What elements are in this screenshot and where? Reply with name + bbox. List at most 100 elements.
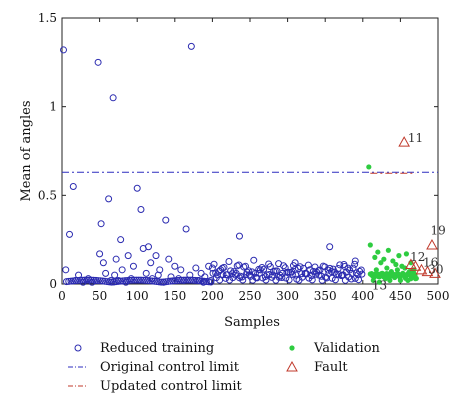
training-point [96, 277, 104, 285]
training-point [255, 269, 263, 277]
training-point [336, 261, 344, 269]
training-point [260, 265, 268, 273]
training-point [101, 277, 109, 285]
fault-point [415, 263, 428, 275]
training-point [262, 276, 270, 284]
validation-point [413, 275, 419, 282]
plot-area [61, 17, 439, 285]
training-point [276, 271, 284, 279]
training-point [146, 277, 154, 285]
validation-point [367, 242, 373, 248]
training-point [173, 277, 181, 285]
training-point [349, 264, 357, 272]
y-axis-title: Mean of angles [19, 101, 34, 202]
training-point [346, 266, 354, 274]
annotation-label: 13 [372, 278, 387, 292]
training-point [225, 258, 233, 266]
legend-marker-validation [289, 345, 295, 351]
legend-label: Updated control limit [100, 379, 243, 394]
training-point [111, 271, 119, 279]
training-point [296, 263, 304, 271]
training-point [142, 269, 150, 277]
training-point [90, 276, 98, 284]
training-point [324, 266, 332, 274]
training-point [147, 259, 155, 267]
training-point [281, 264, 289, 272]
training-point [328, 274, 336, 282]
training-point [139, 276, 147, 284]
training-point [205, 278, 213, 286]
training-point [228, 270, 236, 278]
legend-label: Reduced training [100, 341, 214, 356]
training-point [358, 270, 366, 278]
validation-point [375, 249, 381, 255]
training-point [180, 276, 188, 284]
training-point [123, 276, 131, 284]
training-point [141, 276, 149, 284]
training-point [278, 274, 286, 282]
validation-point [384, 265, 390, 271]
training-point [129, 262, 137, 270]
training-point [121, 277, 129, 285]
training-point [187, 42, 195, 50]
training-point [308, 276, 316, 284]
x-tick-label: 0 [58, 289, 66, 303]
training-point [169, 277, 177, 285]
x-tick-label: 300 [276, 289, 299, 303]
annotation-label: 16 [423, 255, 438, 269]
training-point [157, 278, 165, 286]
training-point [354, 271, 362, 279]
legend: Reduced training Original control limit Up… [68, 341, 381, 394]
annotation-label: 11 [408, 131, 423, 145]
training-point [308, 272, 316, 280]
training-point [65, 277, 73, 285]
training-point [171, 277, 179, 285]
training-point [92, 276, 100, 284]
training-point [105, 278, 113, 286]
legend-marker-fault [286, 360, 298, 372]
training-point [261, 273, 269, 281]
x-tick-label: 450 [389, 289, 412, 303]
training-point [78, 276, 86, 284]
training-point [156, 266, 164, 274]
training-point [87, 276, 95, 284]
training-point [130, 276, 138, 284]
validation-point [372, 254, 378, 260]
training-point [72, 277, 80, 285]
training-point [132, 276, 140, 284]
training-point [102, 269, 110, 277]
training-point [186, 271, 194, 279]
training-point [74, 276, 82, 284]
validation-point [385, 247, 391, 253]
validation-point [394, 267, 400, 273]
training-point [135, 276, 143, 284]
training-point [171, 262, 179, 270]
validation-point [373, 267, 379, 273]
validation-point [376, 279, 382, 285]
training-point [210, 260, 218, 268]
legend-label: Validation [313, 341, 381, 356]
validation-point [378, 260, 384, 266]
training-point [184, 276, 192, 284]
training-point [60, 46, 68, 54]
training-point [351, 260, 359, 268]
x-tick-label: 150 [163, 289, 186, 303]
training-point [152, 252, 160, 260]
training-point [126, 276, 134, 284]
training-point [166, 277, 174, 285]
y-tick-label: 0.5 [38, 188, 57, 202]
training-point [196, 277, 204, 285]
training-point [258, 263, 266, 271]
training-point [85, 276, 93, 284]
training-point [291, 259, 299, 267]
training-point [209, 269, 217, 277]
training-point [69, 277, 77, 285]
training-point [175, 276, 183, 284]
training-point [110, 278, 118, 286]
training-point [189, 276, 197, 284]
training-point [239, 276, 247, 284]
training-point [357, 266, 365, 274]
training-point [112, 278, 120, 286]
annotation-label: 19 [430, 223, 445, 237]
